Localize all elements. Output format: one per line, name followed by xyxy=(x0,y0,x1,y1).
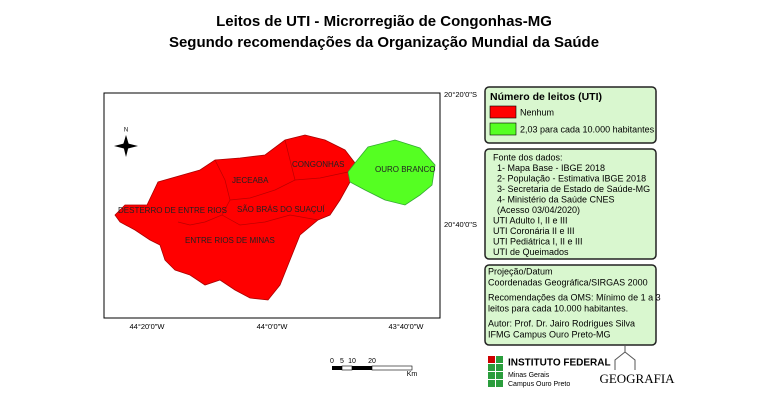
logo-text: Minas Gerais xyxy=(508,372,550,379)
north-arrow: N xyxy=(114,128,138,157)
source-line: 1- Mapa Base - IBGE 2018 xyxy=(497,163,605,173)
legend-label: Nenhum xyxy=(520,107,554,117)
lat-label: 20°20'0"S xyxy=(444,90,477,99)
lon-label: 44°20'0"W xyxy=(129,322,165,331)
lon-label: 43°40'0"W xyxy=(388,322,424,331)
projection-line: IFMG Campus Ouro Preto-MG xyxy=(488,329,611,339)
logo-text: INSTITUTO FEDERAL xyxy=(508,358,611,369)
projection-line: Coordenadas Geográfica/SIRGAS 2000 xyxy=(488,277,648,287)
source-line: (Acesso 03/04/2020) xyxy=(497,205,580,215)
source-line: UTI Coronária II e III xyxy=(493,226,575,236)
scale-bar xyxy=(332,365,413,371)
municipality-label: JECEABA xyxy=(232,176,269,185)
municipality-label: SÃO BRÁS DO SUAÇUÍ xyxy=(237,205,325,214)
source-line: 2- População - Estimativa IBGE 2018 xyxy=(497,173,646,183)
projection-line: Projeção/Datum xyxy=(488,266,553,276)
scale-tick: 10 xyxy=(348,358,356,365)
if-logo xyxy=(488,356,503,387)
legend-box xyxy=(484,86,657,144)
geografia-logo: GEOGRAFIA xyxy=(599,371,675,386)
title: Leitos de UTI - Microrregião de Congonha… xyxy=(216,13,552,30)
scale-unit: Km xyxy=(407,371,418,378)
projection-box xyxy=(484,264,657,346)
municipality-label: OURO BRANCO xyxy=(375,165,435,174)
region-green xyxy=(347,139,436,206)
logo-text: Campus Ouro Preto xyxy=(508,381,570,388)
municipality-label: ENTRE RIOS DE MINAS xyxy=(185,236,275,245)
source-line: UTI Adulto I, II e III xyxy=(493,215,568,225)
north-n: N xyxy=(124,128,128,134)
region-red xyxy=(114,134,356,301)
legend-swatch xyxy=(489,105,517,119)
legend-label: 2,03 para cada 10.000 habitantes xyxy=(520,124,655,134)
source-line: 4- Ministério da Saúde CNES xyxy=(497,194,615,204)
borders xyxy=(177,139,349,226)
source-line: UTI de Queimados xyxy=(493,247,569,257)
source-line: 3- Secretaria de Estado de Saúde-MG xyxy=(497,184,650,194)
lat-label: 20°40'0"S xyxy=(444,220,477,229)
municipality-label: DESTERRO DE ENTRE RIOS xyxy=(118,206,227,215)
source-line: UTI Pediátrica I, II e III xyxy=(493,236,583,246)
sources-box xyxy=(484,148,657,260)
subtitle: Segundo recomendações da Organização Mun… xyxy=(169,34,599,51)
scale-tick: 0 xyxy=(330,358,334,365)
source-line: Fonte dos dados: xyxy=(493,152,563,162)
legend-swatch xyxy=(489,122,517,136)
scale-tick: 20 xyxy=(368,358,376,365)
projection-line: Recomendações da OMS: Mínimo de 1 a 3 xyxy=(488,292,661,302)
projection-line: leitos para cada 10.000 habitantes. xyxy=(488,303,628,313)
scale-tick: 5 xyxy=(340,358,344,365)
legend-title: Número de leitos (UTI) xyxy=(490,91,602,103)
geografia-icon xyxy=(614,345,636,370)
projection-line: Autor: Prof. Dr. Jairo Rodrigues Silva xyxy=(488,318,635,328)
lon-label: 44°0'0"W xyxy=(257,322,289,331)
municipality-label: CONGONHAS xyxy=(292,160,344,169)
